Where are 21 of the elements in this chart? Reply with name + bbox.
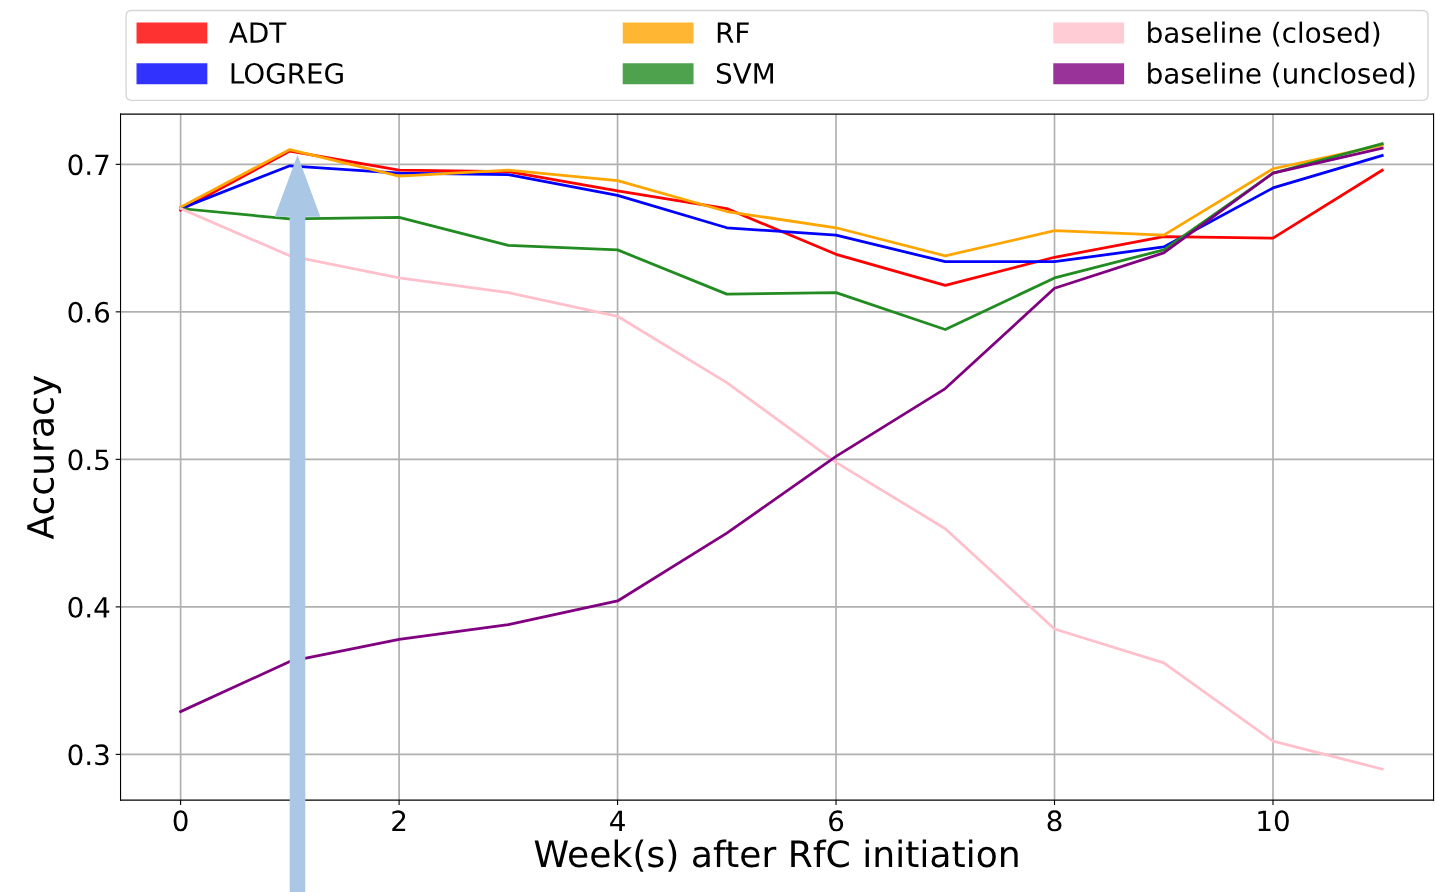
legend-label: LOGREG <box>231 62 343 84</box>
legend-label: SVM <box>716 62 773 84</box>
x-tick-label: 8 <box>1047 810 1062 832</box>
y-tick-label: 0.5 <box>68 449 109 471</box>
x-tick-label: 6 <box>829 810 844 832</box>
line-series <box>179 207 1384 771</box>
line-series <box>179 146 1384 713</box>
legend-label: baseline (unclosed) <box>1148 62 1415 88</box>
x-tick-label: 10 <box>1258 810 1289 832</box>
x-tick-label: 4 <box>610 810 625 831</box>
legend-label: baseline (closed) <box>1148 21 1380 47</box>
y-tick-label: 0.3 <box>68 744 109 766</box>
x-tick-label: 2 <box>392 810 406 831</box>
legend-label: RF <box>717 22 749 43</box>
x-tick-label: 0 <box>173 810 188 832</box>
y-tick-label: 0.7 <box>68 154 109 176</box>
y-tick-label: 0.4 <box>68 596 110 618</box>
y-tick-label: 0.6 <box>68 301 110 323</box>
x-axis-title: Week(s) after RfC initiation <box>534 839 1018 872</box>
y-axis-title: Accuracy <box>27 375 62 540</box>
legend-label: ADT <box>229 22 287 43</box>
